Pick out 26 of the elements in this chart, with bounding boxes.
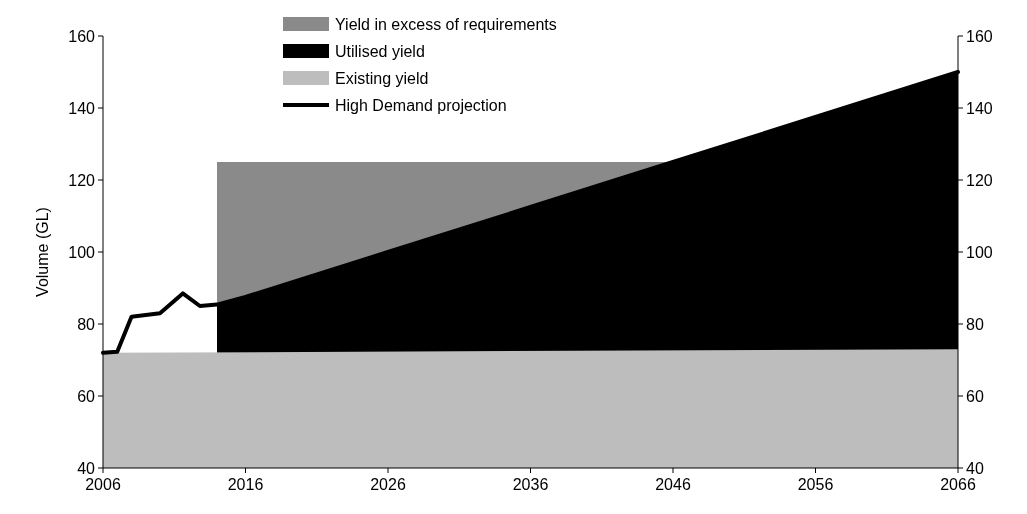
x-tick-label: 2016 [227,476,264,493]
x-tick-label: 2066 [940,476,976,493]
legend-label: Yield in excess of requirements [335,15,557,33]
x-tick-label: 2046 [655,476,691,493]
x-tick-label: 2056 [797,476,834,493]
x-tick-label: 2006 [85,476,121,493]
y2-tick-label: 80 [966,315,984,333]
y-tick-label: 100 [68,243,96,261]
y2-tick-label: 120 [966,171,993,189]
x-tick-label: 2036 [512,476,549,493]
y2-tick-label: 100 [966,243,993,261]
y-tick-label: 120 [68,171,96,189]
y-tick-label: 40 [77,459,96,477]
y2-tick-label: 140 [966,99,993,117]
y-axis-title: Volume (GL) [34,207,51,297]
y-tick-label: 80 [77,315,96,333]
y2-tick-label: 160 [966,27,993,45]
y2-tick-label: 40 [966,459,984,477]
legend-label: Existing yield [335,69,429,87]
x-tick-label: 2026 [370,476,406,493]
y-tick-label: 60 [77,387,96,405]
y2-tick-label: 60 [966,387,984,405]
y-tick-label: 160 [68,27,96,45]
legend-label: High Demand projection [335,96,507,114]
legend-label: Utilised yield [335,42,425,60]
y-tick-label: 140 [68,99,96,117]
